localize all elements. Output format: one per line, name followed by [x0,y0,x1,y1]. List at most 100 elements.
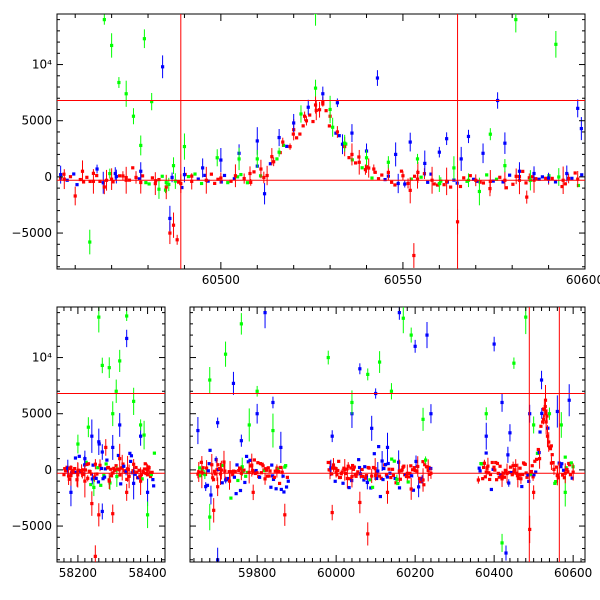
data-point [62,473,66,477]
data-marker [97,440,101,444]
data-marker [350,463,355,468]
data-point [136,476,140,480]
data-point [512,357,516,369]
data-marker [259,167,263,171]
data-marker [506,453,510,457]
data-point [206,469,210,473]
data-marker [568,473,573,477]
data-marker [370,426,374,430]
data-point [86,475,90,482]
data-point [142,471,146,475]
data-marker [132,399,136,403]
data-point [111,180,115,184]
data-point [527,479,531,483]
data-point [399,169,404,173]
data-point [459,146,463,171]
data-marker [284,485,289,489]
data-point [410,474,414,478]
data-point [74,470,78,474]
data-marker [236,175,240,179]
data-marker [139,472,143,477]
data-point [218,462,223,485]
data-point [117,77,121,88]
data-point [114,379,118,403]
data-point [276,467,280,471]
data-marker [93,554,97,558]
data-point [104,462,108,466]
data-marker [175,238,179,242]
data-point [256,461,260,465]
data-marker [88,469,92,474]
data-marker [373,170,377,174]
data-point [92,478,96,497]
data-point [145,501,150,529]
data-marker [99,483,103,487]
data-marker [401,316,405,320]
data-marker [328,107,332,112]
data-marker [262,175,266,180]
data-point [110,168,114,190]
data-marker [546,176,551,180]
data-marker [139,143,143,148]
data-marker [113,468,117,472]
data-point [523,462,527,466]
data-point [334,466,338,478]
data-point [258,462,263,466]
data-point [215,458,219,481]
data-point [427,465,431,470]
data-point [270,463,274,467]
data-marker [150,176,155,180]
data-point [519,473,523,484]
data-point [380,173,384,177]
data-point [236,175,240,179]
data-marker [272,160,276,164]
data-point [234,492,238,496]
data-marker [511,464,515,468]
data-point [373,170,377,174]
data-marker [256,461,260,465]
data-marker [284,464,288,468]
data-point [317,101,322,118]
data-point [555,395,559,428]
data-marker [494,177,499,181]
data-point [275,464,279,478]
data-point [99,483,103,487]
data-marker [279,445,283,450]
data-marker [259,471,263,475]
data-point [563,455,567,459]
data-marker [421,460,425,464]
data-marker [62,473,66,477]
data-marker [214,457,218,462]
data-point [98,179,102,184]
data-point [560,184,564,189]
data-marker [306,105,310,109]
data-point [421,460,425,464]
data-marker [399,169,404,173]
data-point [442,183,446,187]
plot-frame [56,13,586,270]
data-point [375,70,380,86]
data-marker [98,179,102,184]
data-point [536,447,540,452]
data-point [401,171,405,181]
data-marker [204,485,208,489]
data-marker [481,477,485,481]
data-marker [59,173,63,177]
data-point [250,453,254,477]
data-marker [330,434,334,438]
data-point [286,479,290,483]
x-tick-label: 58200 [59,566,97,580]
data-marker [213,472,217,476]
data-point [259,159,263,179]
data-marker [251,490,255,494]
data-point [89,472,94,476]
data-point [364,149,369,166]
data-point [550,176,554,180]
data-marker [539,424,543,428]
data-marker [380,173,384,177]
data-point [83,450,87,467]
data-point [135,470,139,474]
data-marker [532,423,536,427]
data-marker [102,473,106,478]
data-point [532,166,536,181]
